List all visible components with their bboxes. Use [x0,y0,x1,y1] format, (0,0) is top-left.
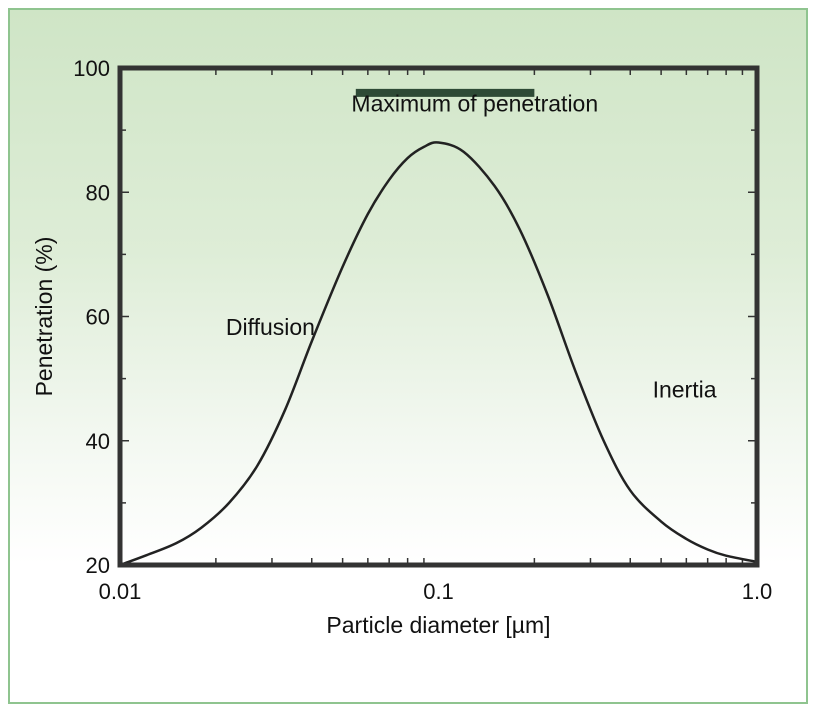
x-axis-title: Particle diameter [µm] [326,612,550,638]
inertia-label: Inertia [653,376,717,402]
y-tick-label: 40 [86,429,110,454]
y-tick-label: 20 [86,553,110,578]
diffusion-label: Diffusion [226,314,315,340]
y-tick-label: 100 [73,56,110,81]
penetration-curve [119,141,758,567]
chart-marks [119,88,758,567]
x-tick-label: 0.01 [99,579,142,604]
plot-frame [117,65,760,568]
x-tick-label: 0.1 [423,579,454,604]
maximum-of-penetration-label: Maximum of penetration [351,90,598,116]
figure-panel [8,8,808,704]
x-tick-label: 1.0 [742,579,773,604]
y-tick-label: 60 [86,305,110,330]
y-axis-title: Penetration (%) [31,237,57,397]
tick-labels: 20 40 60 80 100 0.01 0.1 1.0 [73,56,772,604]
annotations: Maximum of penetration Diffusion Inertia [226,90,717,402]
y-tick-label: 80 [86,180,110,205]
